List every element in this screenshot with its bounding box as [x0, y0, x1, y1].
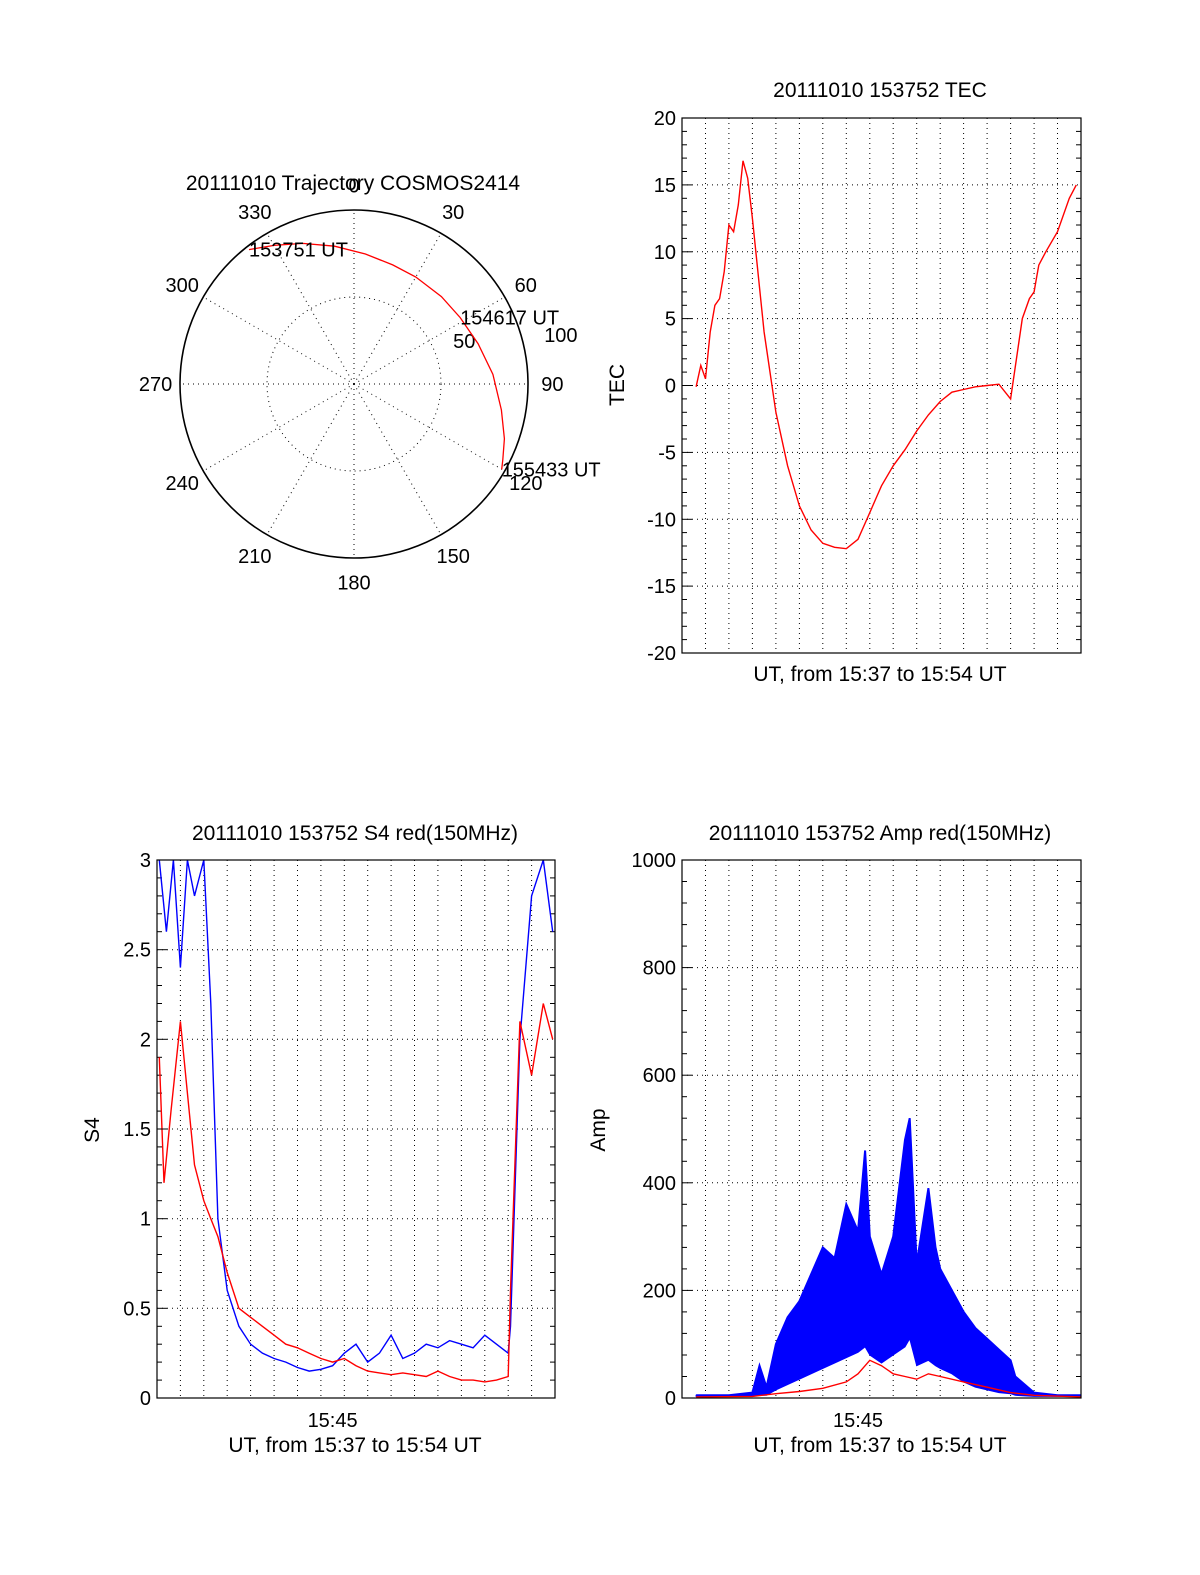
s4-title: 20111010 153752 S4 red(150MHz): [192, 822, 518, 845]
y-tick-label: -20: [647, 643, 676, 665]
trajectory-polar-panel: 20111010 Trajectory COSMOS2414 0 30 60 90 12…: [139, 172, 601, 594]
polar-ring-50: [266, 296, 442, 472]
tec-title: 20111010 153752 TEC: [773, 79, 987, 102]
polar-spoke: [353, 383, 505, 472]
polar-angle-label: 120: [509, 473, 542, 495]
plot-frame: [681, 859, 1082, 1399]
series-band-0: [695, 1118, 1082, 1397]
y-tick-label: 0: [665, 376, 676, 398]
x-tick-label: 15:45: [833, 1410, 883, 1432]
polar-angle-label: 150: [437, 546, 470, 568]
y-tick-label: 1: [140, 1209, 151, 1231]
y-tick-label: 0: [665, 1388, 676, 1410]
polar-title: 20111010 Trajectory COSMOS2414: [186, 172, 521, 195]
series-line-0: [158, 859, 554, 1372]
amp-title: 20111010 153752 Amp red(150MHz): [709, 822, 1051, 845]
amp-panel: 20111010 153752 Amp red(150MHz) UT, from…: [587, 822, 1082, 1457]
polar-angle-label: 30: [442, 202, 464, 224]
series-line-0: [695, 160, 1077, 550]
y-tick-label: 5: [665, 309, 676, 331]
polar-angle-label: 180: [337, 572, 370, 594]
polar-spoke: [353, 233, 442, 385]
polar-outer-ring: [179, 209, 529, 559]
polar-spoke: [353, 383, 442, 535]
polar-spoke: [266, 233, 355, 385]
polar-angle-label: 60: [515, 275, 537, 297]
y-tick-label: 600: [643, 1065, 676, 1087]
tec-panel: 20111010 153752 TEC UT, from 15:37 to 15…: [606, 79, 1082, 686]
polar-angle-label: 300: [166, 275, 199, 297]
y-tick-label: 15: [654, 175, 676, 197]
y-tick-label: 1.5: [123, 1119, 151, 1141]
y-tick-label: -10: [647, 509, 676, 531]
y-tick-label: 200: [643, 1280, 676, 1302]
s4-panel: 20111010 153752 S4 red(150MHz) UT, from …: [81, 822, 556, 1457]
series-line-1: [158, 1003, 554, 1383]
series-line-0: [696, 1117, 1081, 1397]
polar-spoke: [203, 383, 355, 472]
polar-angle-label: 240: [166, 473, 199, 495]
trajectory-line: [248, 242, 506, 470]
y-tick-label: -5: [658, 442, 676, 464]
y-tick-label: 20: [654, 108, 676, 130]
s4-y-axis-label: S4: [81, 1117, 104, 1143]
polar-spoke: [266, 383, 355, 535]
polar-angle-label: 330: [238, 202, 271, 224]
polar-spoke: [203, 296, 355, 385]
y-tick-label: 0.5: [123, 1298, 151, 1320]
plot-frame: [156, 859, 556, 1399]
amp-x-axis-label: UT, from 15:37 to 15:54 UT: [753, 1434, 1006, 1457]
y-tick-label: 3: [140, 850, 151, 872]
amp-y-axis-label: Amp: [587, 1108, 610, 1151]
tec-y-axis-label: TEC: [606, 364, 629, 406]
y-tick-label: 2: [140, 1029, 151, 1051]
x-tick-label: 15:45: [308, 1410, 358, 1432]
y-tick-label: 2.5: [123, 940, 151, 962]
y-tick-label: 1000: [632, 850, 677, 872]
trajectory-time-annotation: 154617 UT: [460, 308, 559, 330]
y-tick-label: 800: [643, 958, 676, 980]
polar-angle-label: 0: [348, 176, 359, 198]
polar-spoke: [353, 296, 505, 385]
polar-radius-label: 50: [453, 331, 475, 353]
y-tick-label: 400: [643, 1173, 676, 1195]
polar-angle-label: 90: [541, 374, 563, 396]
y-tick-label: 0: [140, 1388, 151, 1410]
y-tick-label: 10: [654, 242, 676, 264]
polar-radius-label: 100: [544, 325, 577, 347]
plot-frame: [681, 117, 1082, 654]
polar-angle-label: 210: [238, 546, 271, 568]
polar-angle-label: 270: [139, 374, 172, 396]
s4-x-axis-label: UT, from 15:37 to 15:54 UT: [228, 1434, 481, 1457]
trajectory-time-annotation: 155433 UT: [502, 459, 601, 481]
series-line-1: [696, 1359, 1082, 1398]
y-tick-label: -15: [647, 576, 676, 598]
trajectory-time-annotation: 153751 UT: [249, 240, 348, 262]
tec-x-axis-label: UT, from 15:37 to 15:54 UT: [753, 663, 1006, 686]
